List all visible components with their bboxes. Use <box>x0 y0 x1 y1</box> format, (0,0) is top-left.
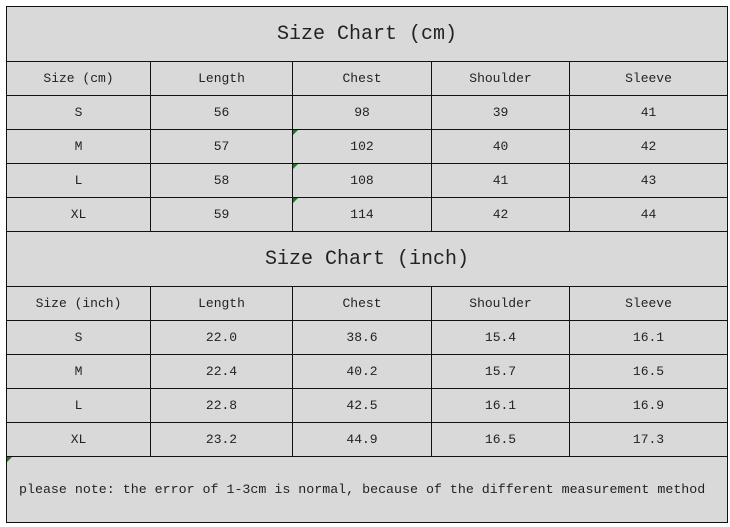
table-cell[interactable]: 16.5 <box>569 354 728 389</box>
column-header[interactable]: Sleeve <box>569 61 728 96</box>
column-header[interactable]: Shoulder <box>431 61 570 96</box>
column-header[interactable]: Length <box>150 286 293 321</box>
table-cell[interactable]: M <box>6 129 151 164</box>
table-row: S 22.0 38.6 15.4 16.1 <box>6 320 728 355</box>
table-cell[interactable]: 16.5 <box>431 422 570 457</box>
column-header[interactable]: Chest <box>292 61 432 96</box>
table-cell[interactable]: 108 <box>292 163 432 198</box>
inch-header-row: Size (inch) Length Chest Shoulder Sleeve <box>6 286 728 321</box>
table-cell[interactable]: L <box>6 388 151 423</box>
table-cell[interactable]: 39 <box>431 95 570 130</box>
table-cell[interactable]: 98 <box>292 95 432 130</box>
table-cell[interactable]: M <box>6 354 151 389</box>
table-cell[interactable]: 114 <box>292 197 432 232</box>
table-cell[interactable]: S <box>6 320 151 355</box>
cm-title-row: Size Chart (cm) <box>6 6 728 62</box>
cm-header-row: Size (cm) Length Chest Shoulder Sleeve <box>6 61 728 96</box>
column-header[interactable]: Size (cm) <box>6 61 151 96</box>
table-cell[interactable]: 44.9 <box>292 422 432 457</box>
table-cell[interactable]: 22.8 <box>150 388 293 423</box>
table-cell[interactable]: XL <box>6 197 151 232</box>
table-cell[interactable]: 42 <box>431 197 570 232</box>
table-cell[interactable]: 42 <box>569 129 728 164</box>
table-cell[interactable]: 22.4 <box>150 354 293 389</box>
table-cell[interactable]: 58 <box>150 163 293 198</box>
column-header[interactable]: Shoulder <box>431 286 570 321</box>
table-row: M 22.4 40.2 15.7 16.5 <box>6 354 728 389</box>
table-cell[interactable]: 40.2 <box>292 354 432 389</box>
table-cell[interactable]: 102 <box>292 129 432 164</box>
table-cell[interactable]: 23.2 <box>150 422 293 457</box>
table-row: L 22.8 42.5 16.1 16.9 <box>6 388 728 423</box>
table-cell[interactable]: 16.1 <box>569 320 728 355</box>
measurement-note[interactable]: please note: the error of 1-3cm is norma… <box>6 456 728 523</box>
column-header[interactable]: Size (inch) <box>6 286 151 321</box>
table-cell[interactable]: 38.6 <box>292 320 432 355</box>
table-cell[interactable]: S <box>6 95 151 130</box>
table-cell[interactable]: 40 <box>431 129 570 164</box>
inch-chart-title[interactable]: Size Chart (inch) <box>6 231 728 287</box>
table-row: XL 59 114 42 44 <box>6 197 728 232</box>
table-cell[interactable]: 43 <box>569 163 728 198</box>
table-cell[interactable]: 16.9 <box>569 388 728 423</box>
table-cell[interactable]: 42.5 <box>292 388 432 423</box>
table-row: XL 23.2 44.9 16.5 17.3 <box>6 422 728 457</box>
inch-title-row: Size Chart (inch) <box>6 231 728 287</box>
column-header[interactable]: Chest <box>292 286 432 321</box>
column-header[interactable]: Length <box>150 61 293 96</box>
table-row: L 58 108 41 43 <box>6 163 728 198</box>
table-cell[interactable]: 44 <box>569 197 728 232</box>
table-row: S 56 98 39 41 <box>6 95 728 130</box>
table-row: M 57 102 40 42 <box>6 129 728 164</box>
table-cell[interactable]: 16.1 <box>431 388 570 423</box>
note-row: please note: the error of 1-3cm is norma… <box>6 456 728 523</box>
table-cell[interactable]: 41 <box>569 95 728 130</box>
table-cell[interactable]: 59 <box>150 197 293 232</box>
table-cell[interactable]: 41 <box>431 163 570 198</box>
size-chart-table: Size Chart (cm) Size (cm) Length Chest Shoul… <box>6 6 728 523</box>
table-cell[interactable]: XL <box>6 422 151 457</box>
cm-chart-title[interactable]: Size Chart (cm) <box>6 6 728 62</box>
column-header[interactable]: Sleeve <box>569 286 728 321</box>
table-cell[interactable]: 57 <box>150 129 293 164</box>
table-cell[interactable]: 56 <box>150 95 293 130</box>
table-cell[interactable]: 17.3 <box>569 422 728 457</box>
table-cell[interactable]: 15.7 <box>431 354 570 389</box>
table-cell[interactable]: 22.0 <box>150 320 293 355</box>
table-cell[interactable]: 15.4 <box>431 320 570 355</box>
table-cell[interactable]: L <box>6 163 151 198</box>
